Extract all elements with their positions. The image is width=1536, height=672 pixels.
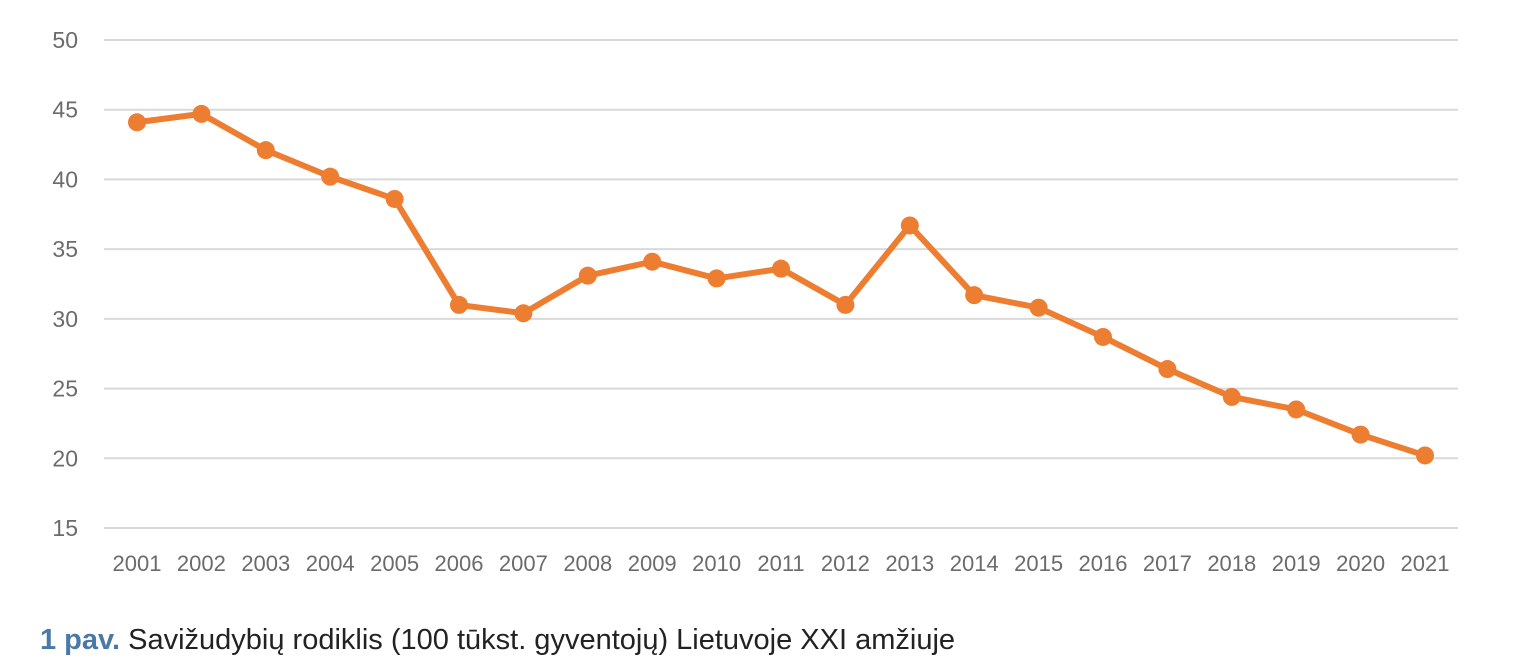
data-point — [900, 216, 919, 235]
data-point — [772, 259, 790, 278]
x-tick-label: 2014 — [950, 551, 999, 576]
x-tick-label: 2015 — [1014, 551, 1063, 576]
data-point — [1094, 327, 1112, 346]
x-tick-label: 2018 — [1207, 551, 1256, 576]
data-point — [1029, 298, 1048, 317]
data-point — [643, 252, 662, 271]
x-tick-label: 2021 — [1401, 551, 1450, 576]
x-tick-label: 2003 — [241, 551, 290, 576]
x-tick-label: 2013 — [885, 551, 934, 576]
data-point — [1222, 387, 1241, 406]
data-point — [578, 266, 597, 285]
y-tick-label: 30 — [52, 306, 78, 332]
series — [128, 104, 1434, 465]
x-tick-label: 2006 — [435, 551, 484, 576]
x-tick-label: 2004 — [306, 551, 355, 576]
x-tick-label: 2016 — [1079, 551, 1128, 576]
y-tick-label: 45 — [52, 97, 78, 123]
x-tick-label: 2012 — [821, 551, 870, 576]
x-tick-label: 2009 — [628, 551, 677, 576]
data-point — [836, 295, 855, 314]
data-point — [1351, 425, 1370, 444]
x-tick-label: 2020 — [1336, 551, 1385, 576]
data-point — [256, 141, 275, 160]
x-tick-label: 2002 — [177, 551, 226, 576]
data-point — [1416, 446, 1434, 465]
x-tick-label: 2010 — [692, 551, 741, 576]
figure-label: 1 pav. — [40, 624, 121, 656]
y-tick-label: 15 — [52, 515, 78, 541]
figure-caption-text: Savižudybių rodiklis (100 tūkst. gyvento… — [128, 624, 956, 656]
data-point — [128, 113, 146, 132]
y-tick-label: 50 — [52, 27, 78, 53]
x-tick-label: 2001 — [113, 551, 162, 576]
y-tick-label: 40 — [52, 166, 78, 192]
data-point — [1287, 400, 1306, 419]
data-point — [385, 189, 404, 208]
x-tick-label: 2008 — [563, 551, 612, 576]
data-point — [965, 286, 984, 305]
y-tick-label: 20 — [52, 445, 78, 471]
x-axis-ticks: 2001 2002 2003 2004 2005 2006 2007 2008 2009 2010… — [113, 551, 1450, 576]
y-axis-ticks: 15 20 25 30 35 40 45 50 — [52, 27, 78, 541]
gridlines — [104, 39, 1458, 529]
data-point — [514, 304, 533, 323]
y-tick-label: 25 — [52, 376, 78, 402]
x-tick-label: 2019 — [1272, 551, 1321, 576]
data-point — [321, 167, 340, 186]
y-tick-label: 35 — [52, 236, 78, 262]
data-point — [192, 104, 211, 123]
figure-caption: 1 pav. Savižudybių rodiklis (100 tūkst. … — [40, 624, 955, 657]
x-tick-label: 2011 — [757, 551, 804, 576]
x-tick-label: 2017 — [1143, 551, 1192, 576]
data-point — [707, 269, 726, 288]
data-point — [450, 295, 468, 314]
x-tick-label: 2007 — [499, 551, 548, 576]
data-point — [1158, 360, 1177, 379]
x-tick-label: 2005 — [370, 551, 419, 576]
